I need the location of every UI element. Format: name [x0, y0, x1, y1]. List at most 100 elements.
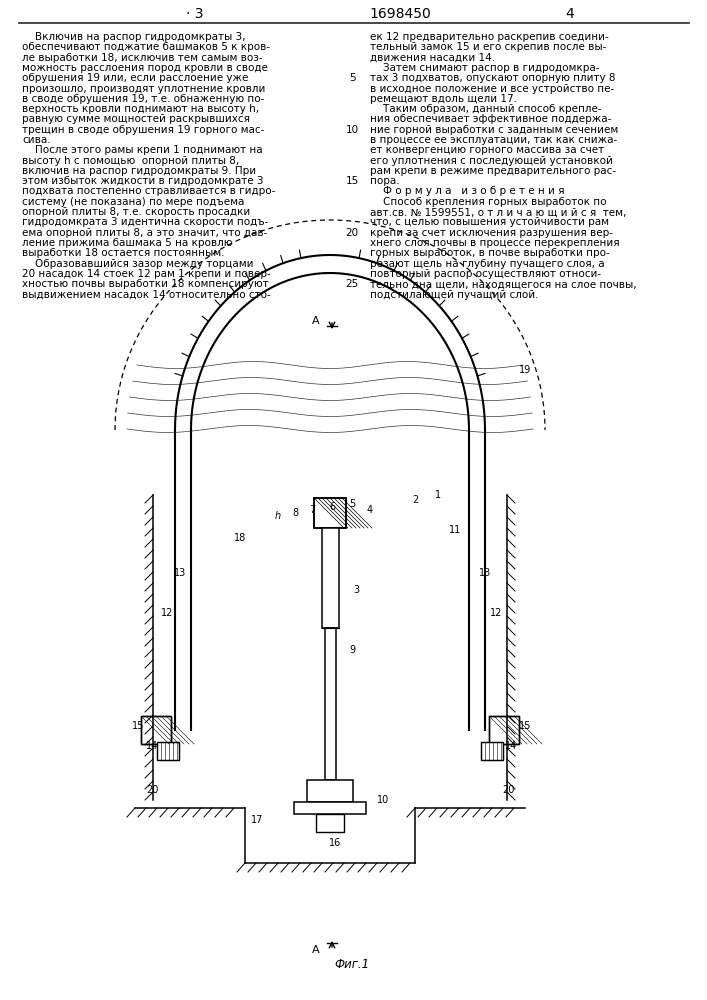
Text: 12: 12 — [490, 608, 502, 618]
Text: Включив на распор гидродомкраты 3,: Включив на распор гидродомкраты 3, — [22, 32, 245, 42]
Bar — [141, 716, 171, 744]
Text: верхность кровли поднимают на высоту h,: верхность кровли поднимают на высоту h, — [22, 104, 259, 114]
Bar — [141, 716, 171, 744]
Text: повторный распор осуществляют относи-: повторный распор осуществляют относи- — [370, 269, 601, 279]
Bar — [307, 780, 353, 802]
Text: высоту h с помощью  опорной плиты 8,: высоту h с помощью опорной плиты 8, — [22, 156, 239, 166]
Bar — [322, 528, 339, 628]
Text: 1698450: 1698450 — [369, 7, 431, 21]
Text: подхвата постепенно стравливается в гидро-: подхвата постепенно стравливается в гидр… — [22, 186, 275, 196]
Text: 20: 20 — [502, 785, 514, 795]
Text: ния обеспечивает эффективное поддержа-: ния обеспечивает эффективное поддержа- — [370, 114, 612, 124]
Text: его уплотнения с последующей установкой: его уплотнения с последующей установкой — [370, 156, 613, 166]
Text: можность расслоения пород кровли в своде: можность расслоения пород кровли в своде — [22, 63, 268, 73]
Text: этом избыток жидкости в гидродомкрате 3: этом избыток жидкости в гидродомкрате 3 — [22, 176, 264, 186]
Bar — [157, 742, 179, 760]
Text: 15: 15 — [519, 721, 531, 731]
Text: выработки 18 остается постоянным.: выработки 18 остается постоянным. — [22, 248, 225, 258]
Text: 1: 1 — [435, 490, 441, 500]
Text: опорной плиты 8, т.е. скорость просадки: опорной плиты 8, т.е. скорость просадки — [22, 207, 250, 217]
Text: 4: 4 — [566, 7, 574, 21]
Text: 13: 13 — [174, 568, 186, 578]
Text: 14: 14 — [505, 741, 517, 751]
Text: 5: 5 — [349, 499, 355, 509]
Text: После этого рамы крепи 1 поднимают на: После этого рамы крепи 1 поднимают на — [22, 145, 262, 155]
Text: рам крепи в режиме предварительного рас-: рам крепи в режиме предварительного рас- — [370, 166, 616, 176]
Text: ле выработки 18, исключив тем самым воз-: ле выработки 18, исключив тем самым воз- — [22, 53, 262, 63]
Text: 5: 5 — [349, 73, 356, 83]
Text: 17: 17 — [251, 815, 263, 825]
Text: Ф о р м у л а   и з о б р е т е н и я: Ф о р м у л а и з о б р е т е н и я — [370, 186, 564, 196]
Text: обрушения 19 или, если расслоение уже: обрушения 19 или, если расслоение уже — [22, 73, 248, 83]
Text: обеспечивают поджатие башмаков 5 к кров-: обеспечивают поджатие башмаков 5 к кров- — [22, 42, 270, 52]
Text: 20 насадок 14 стоек 12 рам 1 крепи и повер-: 20 насадок 14 стоек 12 рам 1 крепи и пов… — [22, 269, 271, 279]
Text: 10: 10 — [346, 125, 358, 135]
Text: 7: 7 — [309, 505, 315, 515]
Text: ет конвергенцию горного массива за счет: ет конвергенцию горного массива за счет — [370, 145, 604, 155]
Text: 2: 2 — [412, 495, 418, 505]
Text: Фиг.1: Фиг.1 — [334, 958, 370, 972]
Text: 4: 4 — [367, 505, 373, 515]
Bar — [489, 716, 519, 744]
Text: ема опорной плиты 8, а это значит, что дав-: ема опорной плиты 8, а это значит, что д… — [22, 228, 267, 238]
Text: произошло, производят уплотнение кровли: произошло, производят уплотнение кровли — [22, 84, 265, 94]
Text: 15: 15 — [346, 176, 358, 186]
Text: авт.св. № 1599551, о т л и ч а ю щ и й с я  тем,: авт.св. № 1599551, о т л и ч а ю щ и й с… — [370, 207, 626, 217]
Text: 19: 19 — [519, 365, 531, 375]
Text: пора.: пора. — [370, 176, 399, 186]
Text: в своде обрушения 19, т.е. обнаженную по-: в своде обрушения 19, т.е. обнаженную по… — [22, 94, 264, 104]
Text: 20: 20 — [146, 785, 158, 795]
Text: 14: 14 — [146, 741, 158, 751]
Text: гидродомкрата 3 идентична скорости подъ-: гидродомкрата 3 идентична скорости подъ- — [22, 217, 269, 227]
Bar — [157, 742, 179, 760]
Text: Образовавшийся зазор между торцами: Образовавшийся зазор между торцами — [22, 259, 254, 269]
Text: в исходное положение и все устройство пе-: в исходное положение и все устройство пе… — [370, 84, 614, 94]
Text: 16: 16 — [329, 838, 341, 848]
Bar — [481, 742, 503, 760]
Text: горных выработок, в почве выработки про-: горных выработок, в почве выработки про- — [370, 248, 609, 258]
Text: выдвижением насадок 14 относительно сто-: выдвижением насадок 14 относительно сто- — [22, 290, 271, 300]
Text: 15: 15 — [132, 721, 144, 731]
Text: Таким образом, данный способ крепле-: Таким образом, данный способ крепле- — [370, 104, 602, 114]
Text: тах 3 подхватов, опускают опорную плиту 8: тах 3 подхватов, опускают опорную плиту … — [370, 73, 616, 83]
Text: ек 12 предварительно раскрепив соедини-: ек 12 предварительно раскрепив соедини- — [370, 32, 609, 42]
Bar — [316, 814, 344, 832]
Text: 20: 20 — [346, 228, 358, 238]
Text: что, с целью повышения устойчивости рам: что, с целью повышения устойчивости рам — [370, 217, 609, 227]
Text: тельно дна щели, находящегося на слое почвы,: тельно дна щели, находящегося на слое по… — [370, 279, 636, 289]
Text: ремещают вдоль щели 17.: ремещают вдоль щели 17. — [370, 94, 517, 104]
Bar — [294, 802, 366, 814]
Text: · 3: · 3 — [186, 7, 204, 21]
Text: ние горной выработки с заданным сечением: ние горной выработки с заданным сечением — [370, 125, 618, 135]
Text: крепи за счет исключения разрушения вер-: крепи за счет исключения разрушения вер- — [370, 228, 613, 238]
Text: хностью почвы выработки 18 компенсируют: хностью почвы выработки 18 компенсируют — [22, 279, 269, 289]
Text: Затем снимают распор в гидродомкра-: Затем снимают распор в гидродомкра- — [370, 63, 600, 73]
Text: 9: 9 — [349, 645, 355, 655]
Text: 13: 13 — [479, 568, 491, 578]
Text: подстилающей пучащий слой.: подстилающей пучащий слой. — [370, 290, 539, 300]
Bar — [325, 628, 336, 780]
Text: равную сумме мощностей раскрывшихся: равную сумме мощностей раскрывшихся — [22, 114, 250, 124]
Text: ление прижима башмака 5 на кровлю: ление прижима башмака 5 на кровлю — [22, 238, 233, 248]
Text: движения насадки 14.: движения насадки 14. — [370, 53, 495, 63]
Bar — [314, 498, 346, 528]
Text: 8: 8 — [292, 508, 298, 518]
Text: h: h — [275, 511, 281, 521]
Text: А: А — [312, 945, 320, 955]
Text: трещин в своде обрушения 19 горного мас-: трещин в своде обрушения 19 горного мас- — [22, 125, 264, 135]
Text: 18: 18 — [234, 533, 246, 543]
Text: тельный замок 15 и его скрепив после вы-: тельный замок 15 и его скрепив после вы- — [370, 42, 607, 52]
Text: 25: 25 — [346, 279, 358, 289]
Text: 12: 12 — [160, 608, 173, 618]
Text: сива.: сива. — [22, 135, 51, 145]
Text: включив на распор гидродомкраты 9. При: включив на распор гидродомкраты 9. При — [22, 166, 256, 176]
Text: 10: 10 — [377, 795, 389, 805]
Bar — [489, 716, 519, 744]
Text: Способ крепления горных выработок по: Способ крепления горных выработок по — [370, 197, 607, 207]
Text: в процессе ее эксплуатации, так как снижа-: в процессе ее эксплуатации, так как сниж… — [370, 135, 617, 145]
Text: А: А — [312, 316, 320, 326]
Text: систему (не показана) по мере подъема: систему (не показана) по мере подъема — [22, 197, 245, 207]
Text: 3: 3 — [353, 585, 359, 595]
Text: резают щель на глубину пучащего слоя, а: резают щель на глубину пучащего слоя, а — [370, 259, 604, 269]
Text: 6: 6 — [329, 502, 335, 512]
